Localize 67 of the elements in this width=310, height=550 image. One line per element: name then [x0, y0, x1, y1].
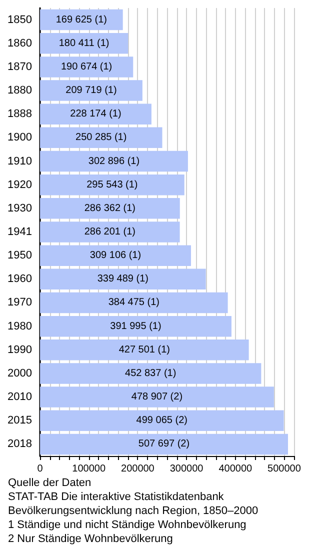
source-note: Quelle der Daten	[8, 476, 92, 490]
y-tick-label: 1880	[8, 84, 32, 97]
x-tick-label: 200000	[121, 464, 155, 474]
bar	[40, 150, 188, 172]
y-tick-label: 1970	[8, 296, 32, 309]
data-label: 507 697 (2)	[138, 438, 190, 450]
bar	[40, 245, 191, 266]
bar	[40, 268, 206, 290]
y-tick-label: 1888	[8, 108, 32, 120]
bar	[40, 410, 284, 432]
y-tick-label: 1941	[8, 226, 32, 238]
y-tick-label: 2018	[8, 438, 32, 450]
text: Bevölkerungsentwicklung nach Region, 1850–2000	[8, 504, 260, 518]
data-label: 190 674 (1)	[60, 61, 112, 72]
bar	[40, 104, 152, 124]
data-label: 478 907 (2)	[131, 392, 183, 403]
y-tick-label: 1910	[8, 155, 32, 168]
y-tick-label: 1900	[8, 132, 32, 144]
bar	[40, 127, 162, 148]
x-tick-label: 0	[37, 464, 44, 474]
text: STAT-TAB Die interaktive Statistikdatenbank	[8, 490, 225, 504]
bar	[40, 174, 184, 196]
y-tick-label: 1850	[8, 14, 32, 26]
bar	[40, 316, 232, 337]
bar	[40, 56, 134, 78]
data-label: 499 065 (2)	[136, 415, 188, 426]
bar	[40, 198, 180, 219]
bar	[40, 32, 128, 54]
x-tick-label: 500000	[268, 464, 302, 474]
data-label: 169 625 (1)	[56, 14, 108, 26]
x-tick-label: 300000	[170, 464, 204, 474]
y-tick-label: 1980	[8, 320, 32, 332]
data-label: 339 489 (1)	[97, 274, 148, 285]
data-label: 180 411 (1)	[58, 38, 110, 49]
data-label: 452 837 (1)	[125, 368, 176, 379]
data-label: 391 995 (1)	[110, 320, 162, 332]
y-tick-label: 2015	[8, 414, 32, 427]
bar	[40, 386, 274, 408]
data-label: 309 106 (1)	[90, 250, 142, 262]
data-label: 427 501 (1)	[118, 344, 170, 356]
x-tick-label: 400000	[218, 464, 253, 474]
y-tick-label: 1870	[8, 60, 32, 73]
text: 2 Nur Ständige Wohnbevölkerung	[8, 532, 174, 546]
y-tick-label: 1920	[8, 178, 32, 191]
text: 1 Ständige und nicht Ständige Wohnbevölkerung	[8, 518, 248, 532]
bar	[40, 292, 228, 314]
data-label: 209 719 (1)	[66, 85, 117, 96]
data-label: 295 543 (1)	[86, 179, 138, 190]
y-tick-label: 2010	[8, 391, 32, 404]
bar	[40, 363, 262, 384]
y-tick-label: 1950	[8, 250, 32, 262]
y-tick-label: 1930	[8, 202, 32, 214]
data-label: 228 174 (1)	[70, 108, 122, 120]
data-label: 302 896 (1)	[88, 156, 140, 167]
data-label: 286 362 (1)	[84, 202, 136, 214]
data-label: 250 285 (1)	[76, 132, 127, 144]
x-tick-label: 100000	[72, 464, 106, 474]
y-tick-label: 1960	[8, 273, 32, 286]
bar	[40, 434, 288, 455]
y-tick-label: 1860	[8, 37, 32, 50]
bar	[40, 340, 249, 360]
bar	[40, 222, 180, 242]
data-label: 384 475 (1)	[108, 297, 160, 308]
bar	[40, 80, 142, 101]
y-tick-label: 1990	[8, 344, 32, 356]
y-tick-label: 2000	[8, 367, 32, 380]
data-label: 286 201 (1)	[84, 226, 136, 238]
